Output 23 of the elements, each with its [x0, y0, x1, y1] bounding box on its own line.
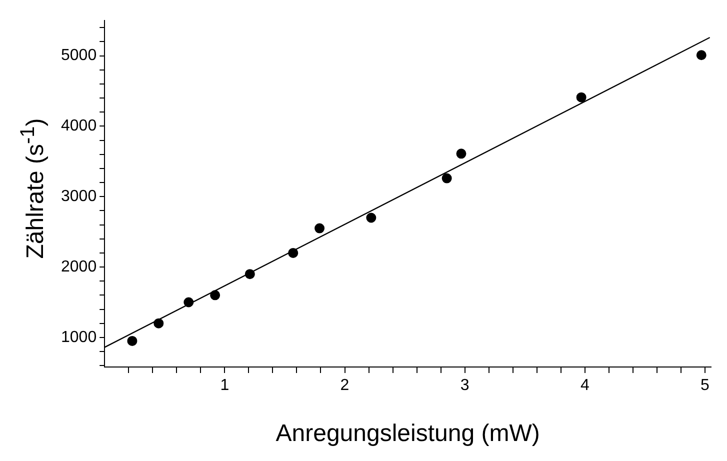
- point: [288, 248, 298, 258]
- point: [127, 336, 138, 346]
- point: [244, 269, 255, 280]
- y-tick-label: 5000: [61, 47, 97, 64]
- x-tick-label: 5: [700, 377, 710, 394]
- x-tick-label: 3: [460, 377, 470, 394]
- point: [366, 212, 376, 223]
- y-tick-label: 1000: [61, 328, 97, 346]
- x-axis-title: Anregungsleistung (mW): [276, 420, 540, 448]
- y-tick-label: 4000: [61, 118, 97, 135]
- x-tick-label: 4: [580, 377, 590, 394]
- y-tick-label: 3000: [61, 188, 97, 206]
- y-tick-label: 2000: [61, 258, 97, 276]
- x-tick-label: 2: [340, 377, 350, 394]
- point: [210, 290, 220, 300]
- point: [696, 50, 706, 60]
- point: [442, 173, 452, 184]
- x-tick-label: 1: [220, 377, 230, 394]
- point: [184, 297, 194, 308]
- point: [154, 318, 164, 328]
- point: [314, 223, 325, 234]
- point: [456, 148, 466, 159]
- point: [576, 92, 586, 102]
